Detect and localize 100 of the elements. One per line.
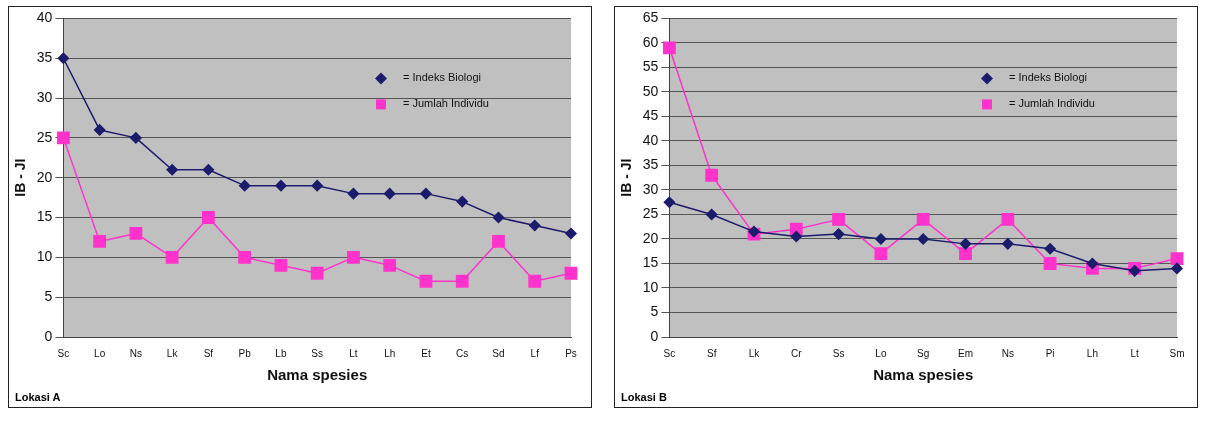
point <box>166 163 178 176</box>
x-tick-label: Sc <box>663 347 676 359</box>
point <box>310 266 324 280</box>
x-tick-label: Ns <box>129 347 143 359</box>
legend-label: = Jumlah Individu <box>1009 97 1095 110</box>
legend-label: = Indeks Biologi <box>1009 71 1087 84</box>
y-tick-label: 15 <box>642 254 659 271</box>
y-tick-label: 0 <box>44 327 53 344</box>
point <box>565 227 577 240</box>
point <box>419 274 433 288</box>
y-axis-title: IB - JI <box>12 158 29 197</box>
point <box>528 274 542 288</box>
point <box>492 211 505 224</box>
x-tick-label: Lo <box>875 347 887 359</box>
x-tick-label: Cs <box>456 347 469 359</box>
point <box>492 235 505 248</box>
point <box>456 195 468 208</box>
point <box>874 247 888 261</box>
point <box>311 179 323 192</box>
point <box>93 124 106 136</box>
y-tick-label: 50 <box>642 82 659 99</box>
y-tick-label: 25 <box>642 205 659 222</box>
x-tick-label: Em <box>957 347 973 359</box>
x-tick-label: Lt <box>1130 347 1140 359</box>
y-axis-title: IB - JI <box>618 158 635 197</box>
y-tick-label: 10 <box>36 248 53 265</box>
y-tick-label: 20 <box>642 229 659 246</box>
y-tick-label: 35 <box>36 49 53 66</box>
point <box>875 233 887 245</box>
text: Lokasi B <box>621 391 667 403</box>
point <box>1128 265 1141 277</box>
x-tick-label: Ns <box>1001 347 1014 359</box>
x-tick-label: Ss <box>832 347 845 359</box>
point <box>1044 243 1056 255</box>
point <box>347 250 360 264</box>
x-tick-label: Lh <box>384 347 396 359</box>
point <box>832 212 845 226</box>
point <box>165 250 179 264</box>
point <box>275 179 287 192</box>
legend-label: = Indeks Biologi <box>403 71 481 84</box>
x-tick-label: Sd <box>492 347 505 359</box>
point <box>959 238 972 250</box>
point <box>274 258 288 272</box>
legend-label: = Jumlah Individu <box>403 97 489 110</box>
y-tick-label: 40 <box>36 9 53 26</box>
point <box>238 179 251 192</box>
x-tick-label: Sg <box>917 347 930 359</box>
x-tick-label: Lf <box>530 347 540 359</box>
y-tick-label: 60 <box>642 33 659 50</box>
point <box>1170 252 1184 265</box>
x-tick-label: Lb <box>275 347 287 359</box>
text: Lokasi A <box>15 391 61 403</box>
point <box>347 187 360 200</box>
x-tick-label: Ps <box>565 347 577 359</box>
x-tick-label: Pb <box>238 347 252 359</box>
x-tick-label: Et <box>421 347 431 359</box>
x-axis-title: Nama spesies <box>873 366 974 384</box>
x-axis-title: Nama spesies <box>267 366 368 384</box>
x-tick-label: Lt <box>349 347 358 359</box>
point <box>705 168 719 182</box>
x-tick-label: Lh <box>1086 347 1098 359</box>
x-tick-label: Lk <box>748 347 761 359</box>
y-tick-label: 15 <box>36 208 53 225</box>
x-tick-label: Sf <box>706 347 717 359</box>
y-tick-label: 0 <box>650 327 659 344</box>
point <box>528 219 541 232</box>
point <box>202 211 215 224</box>
x-tick-label: Lk <box>166 347 179 359</box>
point <box>1002 238 1014 250</box>
y-tick-label: 10 <box>642 278 659 295</box>
y-tick-label: 5 <box>44 288 53 305</box>
point <box>1043 257 1057 270</box>
point <box>790 230 803 243</box>
point <box>959 247 972 261</box>
y-tick-label: 5 <box>650 303 659 320</box>
point <box>1001 212 1015 226</box>
y-tick-label: 30 <box>642 180 659 197</box>
x-tick-label: Ss <box>311 347 324 359</box>
point <box>129 227 143 240</box>
y-tick-label: 45 <box>642 107 659 124</box>
x-tick-label: Cr <box>791 347 803 359</box>
y-tick-label: 40 <box>642 131 659 148</box>
y-tick-label: 35 <box>642 156 659 173</box>
point <box>420 187 432 200</box>
x-tick-label: Sm <box>1169 347 1185 359</box>
x-tick-label: Lo <box>94 347 106 359</box>
point <box>238 250 252 264</box>
point <box>1086 257 1099 270</box>
y-tick-label: 65 <box>642 9 659 26</box>
x-tick-label: Sc <box>57 347 70 359</box>
point <box>383 187 396 200</box>
y-tick-label: 25 <box>36 128 53 145</box>
point <box>917 233 929 245</box>
point <box>916 212 930 226</box>
point <box>705 208 718 221</box>
point <box>564 266 578 280</box>
y-tick-label: 30 <box>36 88 53 105</box>
y-tick-label: 55 <box>642 58 659 75</box>
point <box>663 196 676 208</box>
point <box>202 163 215 176</box>
